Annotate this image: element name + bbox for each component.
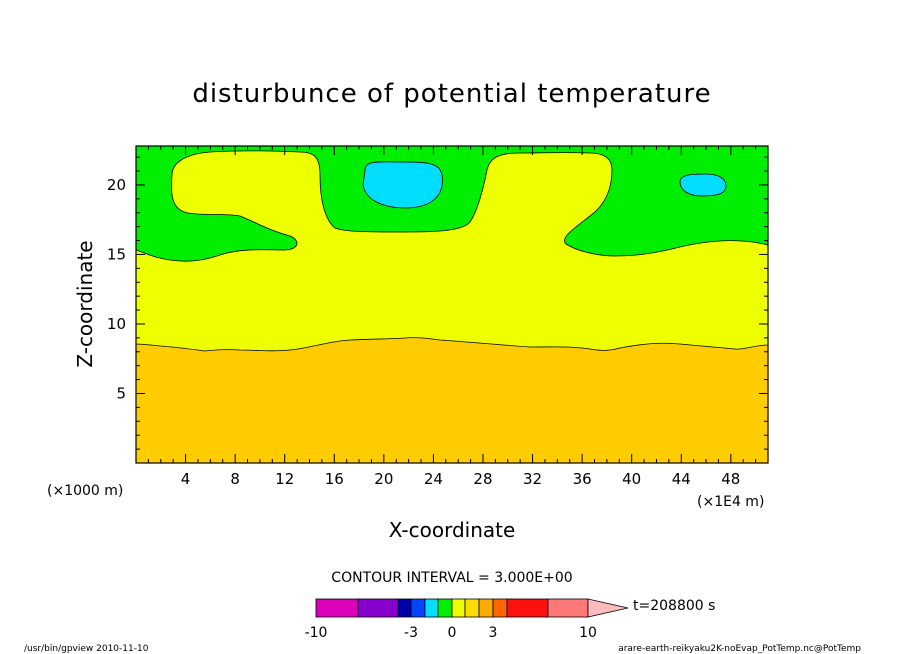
y-tick-label: 5	[116, 384, 126, 402]
cyan-cell-1-region	[362, 161, 443, 209]
x-tick-label: 24	[424, 470, 443, 488]
y-tick-label: 20	[107, 176, 126, 194]
colorbar-bin	[547, 598, 589, 618]
colorbar-label: 0	[448, 625, 457, 641]
y-tick-label: 15	[107, 245, 126, 263]
colorbar-bin	[315, 598, 359, 618]
chart-title: disturbunce of potential temperature	[192, 79, 711, 109]
plot-frame	[135, 145, 769, 464]
colorbar-bin	[451, 598, 466, 618]
x-tick-label: 12	[275, 470, 294, 488]
colorbar-label: -3	[404, 625, 418, 641]
colorbar-bin	[506, 598, 549, 618]
x-unit-right: (×1E4 m)	[697, 494, 764, 510]
x-axis-label: X-coordinate	[389, 518, 516, 542]
colorbar-bin	[357, 598, 399, 618]
colorbar: -10 -3 0 3 10	[305, 598, 629, 641]
colorbar-bin	[424, 598, 439, 618]
plot-area	[135, 145, 769, 464]
x-unit-left: (×1000 m)	[47, 483, 123, 499]
x-tick-label: 36	[573, 470, 592, 488]
colorbar-bin	[410, 598, 426, 618]
footer-right: arare-earth-reikyaku2K-noEvap_PotTemp.nc…	[618, 644, 861, 654]
x-tick-label: 48	[721, 470, 740, 488]
colorbar-label: 3	[489, 625, 498, 641]
colorbar-bin	[464, 598, 480, 618]
colorbar-label: 10	[579, 625, 597, 641]
x-tick-label: 28	[473, 470, 492, 488]
cyan-cell-2-region	[679, 173, 727, 197]
x-tick-label: 8	[230, 470, 240, 488]
y-tick-label: 10	[107, 315, 126, 333]
x-tick-label: 16	[325, 470, 344, 488]
x-tick-label: 44	[672, 470, 691, 488]
colorbar-label: -10	[305, 625, 328, 641]
colorbar-bin	[478, 598, 494, 618]
x-tick-label: 40	[622, 470, 641, 488]
x-tick-label: 20	[374, 470, 393, 488]
colorbar-bin	[437, 598, 453, 618]
x-tick-label: 32	[523, 470, 542, 488]
y-axis-label: Z-coordinate	[73, 240, 97, 367]
x-tick-label: 4	[181, 470, 191, 488]
contour-interval: CONTOUR INTERVAL = 3.000E+00	[331, 570, 572, 586]
colorbar-bin	[492, 598, 508, 618]
footer-left: /usr/bin/gpview 2010-11-10	[24, 644, 149, 654]
upper-band-region	[135, 145, 769, 262]
time-label: t=208800 s	[633, 598, 715, 614]
colorbar-overflow-arrow	[587, 598, 629, 618]
colorbar-bin	[397, 598, 412, 618]
